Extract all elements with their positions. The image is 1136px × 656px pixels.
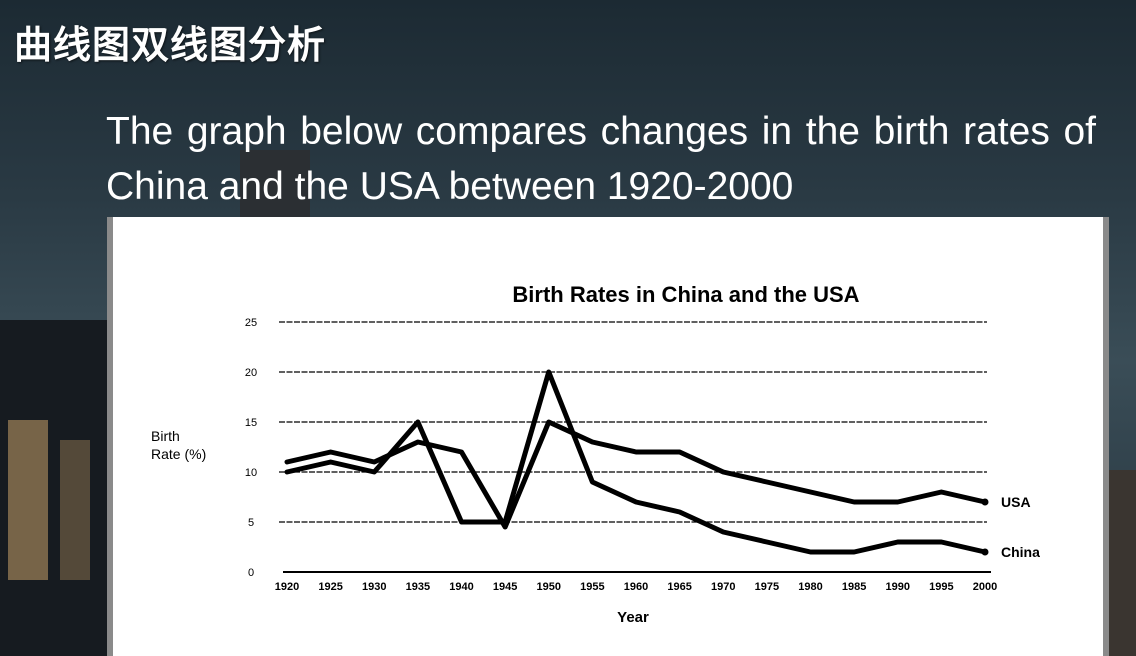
x-tick-label-1990: 1990 (886, 581, 910, 593)
x-tick-label-2000: 2000 (973, 581, 997, 593)
series-label-china: China (1001, 544, 1040, 560)
x-tick-label-1995: 1995 (929, 581, 953, 593)
x-tick-label-1950: 1950 (537, 581, 561, 593)
x-tick-label-1970: 1970 (711, 581, 735, 593)
building-lights-1 (8, 420, 48, 580)
chart-title: Birth Rates in China and the USA (512, 282, 859, 307)
x-tick-label-1935: 1935 (406, 581, 430, 593)
y-tick-label-0: 0 (248, 567, 254, 579)
series-label-usa: USA (1001, 494, 1031, 510)
x-tick-label-1930: 1930 (362, 581, 386, 593)
x-tick-label-1955: 1955 (580, 581, 604, 593)
x-tick-label-1975: 1975 (755, 581, 779, 593)
x-tick-label-1980: 1980 (798, 581, 822, 593)
y-tick-label-25: 25 (245, 317, 257, 329)
x-tick-label-1925: 1925 (318, 581, 342, 593)
x-tick-label-1985: 1985 (842, 581, 866, 593)
x-tick-label-1945: 1945 (493, 581, 517, 593)
x-tick-label-1940: 1940 (449, 581, 473, 593)
series-line-china (284, 369, 988, 555)
x-tick-label-1960: 1960 (624, 581, 648, 593)
y-axis-label-line: Rate (%) (151, 446, 206, 462)
x-tick-label-1965: 1965 (667, 581, 691, 593)
series-end-marker-usa (981, 498, 989, 506)
x-tick-label-1920: 1920 (275, 581, 299, 593)
city-skyline-right (1109, 470, 1136, 656)
y-axis-label: Birth Rate (%) (151, 428, 206, 462)
slide-description: The graph below compares changes in the … (106, 110, 1096, 208)
y-tick-label-10: 10 (245, 467, 257, 479)
y-tick-label-5: 5 (248, 517, 254, 529)
y-tick-label-15: 15 (245, 417, 257, 429)
chart-image-frame: Birth Rates in China and the USA 0 5 10 15 20… (107, 217, 1109, 656)
series-end-marker-china (981, 548, 989, 556)
y-tick-label-20: 20 (245, 367, 257, 379)
chart-svg: Birth Rates in China and the USA 0 5 10 15 20… (151, 282, 1040, 626)
series-line-usa (284, 419, 988, 530)
slide-title: 曲线图双线图分析 (14, 23, 327, 67)
y-axis-label-line: Birth (151, 428, 180, 444)
building-lights-2 (60, 440, 90, 580)
x-axis-label: Year (617, 609, 649, 626)
tower-silhouette (240, 150, 310, 217)
